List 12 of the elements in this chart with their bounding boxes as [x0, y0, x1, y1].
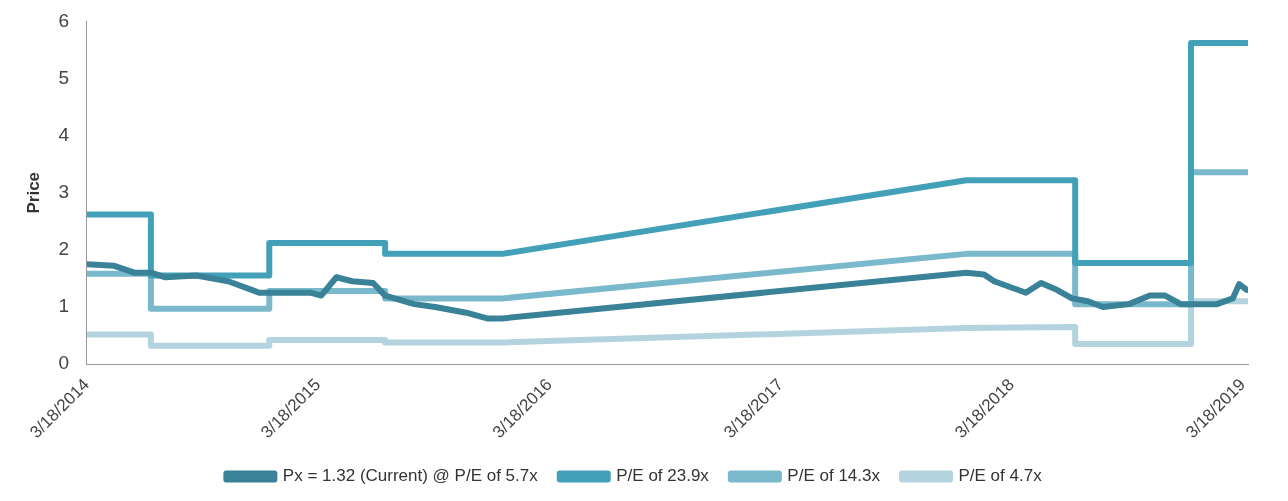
- y-tick-label: 4: [58, 123, 70, 145]
- y-tick-label: 6: [58, 9, 69, 31]
- legend-label: P/E of 14.3x: [787, 466, 881, 486]
- y-axis-title: Price: [23, 171, 43, 214]
- y-tick-label: 3: [58, 180, 69, 202]
- y-tick-label: 1: [58, 295, 69, 317]
- y-tick-label: 0: [58, 352, 69, 374]
- legend-label: Px = 1.32 (Current) @ P/E of 5.7x: [282, 466, 539, 486]
- legend-label: P/E of 23.9x: [616, 466, 710, 486]
- y-tick-label: 5: [58, 66, 69, 88]
- y-tick-label: 2: [58, 238, 69, 260]
- legend-label: P/E of 4.7x: [958, 466, 1043, 486]
